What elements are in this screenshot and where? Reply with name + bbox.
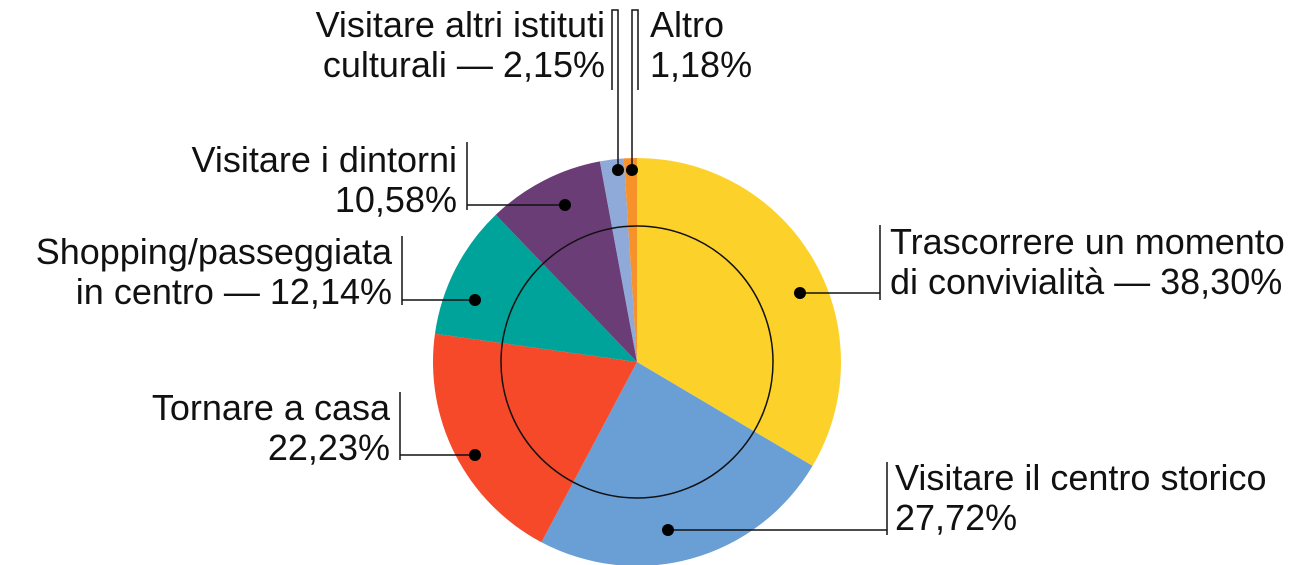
pie-slice [623, 158, 637, 362]
slice-label: Tornare a casa 22,23% [130, 388, 390, 468]
pie-slice [541, 362, 813, 565]
slice-label: Shopping/passeggiata in centro — 12,14% [17, 232, 392, 312]
slice-label: Visitare i dintorni 10,58% [157, 140, 457, 220]
value-label: 10,58% [334, 179, 457, 220]
pie-slice [434, 214, 637, 362]
value-label: 1,18% [650, 44, 753, 85]
leader-line [800, 225, 881, 300]
category-label: Trascorrere un momento di convivialità [890, 221, 1285, 302]
category-label: Visitare il centro storico [895, 457, 1267, 498]
pie-slice [637, 158, 841, 466]
leader-line [668, 462, 888, 535]
pie-slice [495, 161, 637, 362]
value-label: — 12,14% [223, 271, 392, 312]
category-label: Visitare i dintorni [191, 139, 457, 180]
leader-dot [559, 199, 571, 211]
leader-line [466, 142, 565, 210]
value-label: — 2,15% [456, 44, 605, 85]
leader-line [399, 392, 475, 460]
value-label: — 38,30% [1114, 261, 1283, 302]
category-label: Tornare a casa [151, 387, 390, 428]
category-label: Shopping/passeggiata in centro [35, 231, 392, 312]
leader-line [611, 9, 619, 170]
inner-ring [500, 225, 774, 499]
leader-dot [626, 164, 638, 176]
pie-slice [599, 158, 637, 362]
leader-line [401, 236, 475, 305]
slice-label: Trascorrere un momento di convivialità —… [890, 222, 1303, 302]
pie-slice [433, 333, 637, 543]
category-label: Visitare altri istituti culturali [315, 4, 605, 85]
slice-label: Visitare il centro storico 27,72% [895, 458, 1295, 538]
leader-dot [469, 449, 481, 461]
value-label: 22,23% [267, 427, 390, 468]
leader-dot [612, 164, 624, 176]
category-label: Altro [650, 4, 725, 45]
leader-dot [662, 524, 674, 536]
leader-dot [794, 287, 806, 299]
leader-dot [469, 294, 481, 306]
value-label: 27,72% [895, 497, 1018, 538]
leader-line [631, 9, 639, 170]
slice-label: Altro 1,18% [650, 5, 800, 85]
slice-label: Visitare altri istituti culturali — 2,15… [305, 5, 605, 85]
